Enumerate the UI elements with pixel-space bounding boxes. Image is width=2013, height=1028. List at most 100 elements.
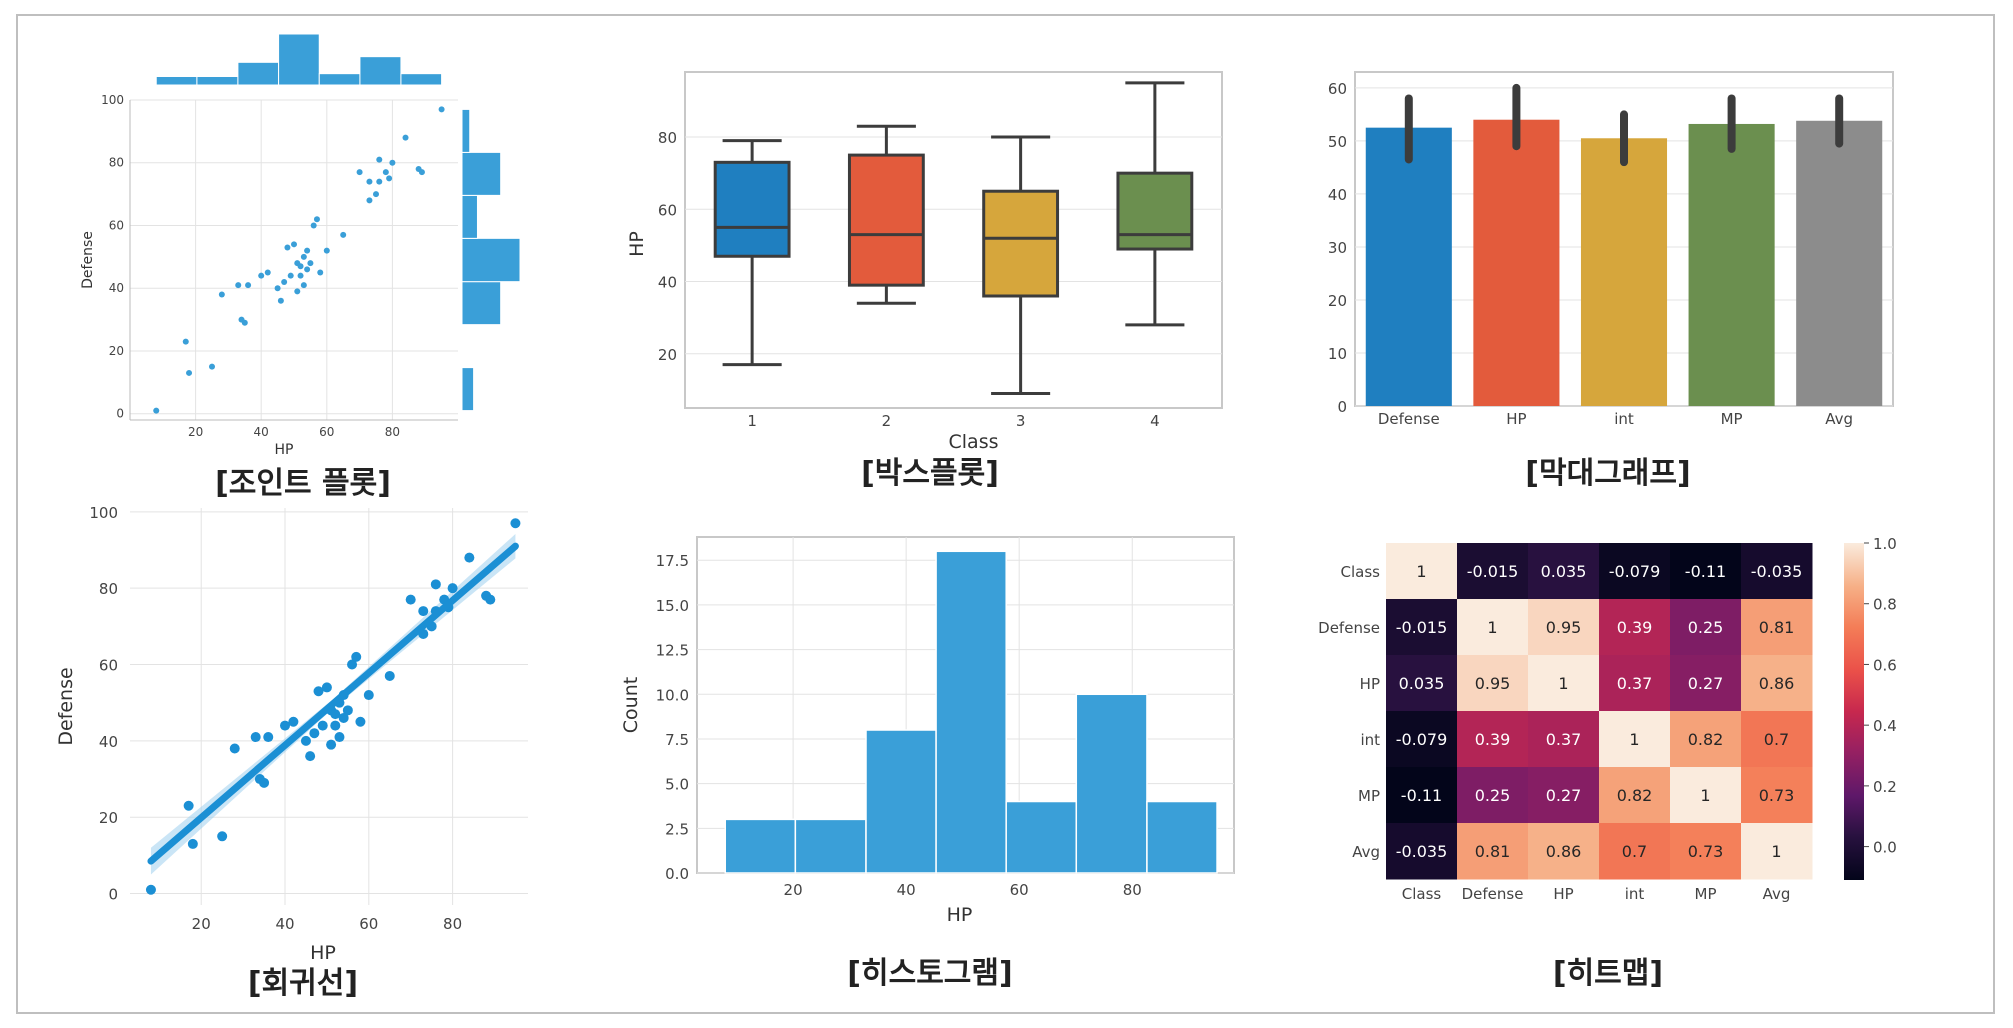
- reg-point: [145, 884, 156, 895]
- bar-ytick-label: 20: [1328, 292, 1347, 310]
- reg-point: [313, 686, 324, 697]
- joint-marginal-x-bar: [196, 76, 239, 86]
- colorbar-tick-label: 0.6: [1873, 656, 1897, 674]
- joint-point: [153, 407, 160, 414]
- bar-defense: [1365, 127, 1452, 407]
- reg-ylabel: Defense: [55, 667, 77, 745]
- hist-bar: [865, 729, 937, 874]
- hist-ytick-label: 0.0: [665, 865, 689, 883]
- hist-xtick-label: 40: [897, 881, 916, 899]
- reg-point: [485, 594, 496, 605]
- reg-point: [250, 732, 261, 743]
- reg-point: [217, 831, 228, 842]
- joint-ytick-label: 60: [109, 218, 124, 232]
- bar-ytick-label: 30: [1328, 239, 1347, 257]
- heatmap-col-label: MP: [1695, 885, 1717, 903]
- reg-point: [510, 518, 521, 529]
- colorbar: [1844, 543, 1864, 880]
- hist-ylabel: Count: [620, 677, 642, 733]
- joint-marginal-y-bar: [461, 194, 478, 239]
- reg-point: [334, 732, 345, 743]
- reg-ytick-label: 100: [89, 504, 118, 522]
- joint-point: [366, 197, 373, 204]
- caption-bar: [막대그래프]: [1525, 456, 1690, 491]
- heatmap-cell-label: 0.95: [1475, 674, 1511, 693]
- heatmap-cell: [1670, 655, 1742, 712]
- hist-ytick-label: 2.5: [665, 820, 689, 838]
- joint-marginal-y-bar: [461, 151, 502, 196]
- box-xtick-label: 1: [747, 412, 757, 430]
- heatmap-cell: [1457, 711, 1529, 768]
- joint-marginal-x-bar: [155, 76, 198, 86]
- hist-xtick-label: 60: [1010, 881, 1029, 899]
- caption-heat: [히트맵]: [1553, 956, 1663, 991]
- heatmap-cell: [1670, 599, 1742, 656]
- heatmap-row-label: Avg: [1352, 843, 1380, 861]
- caption-reg: [회귀선]: [248, 966, 358, 1001]
- heatmap-cell: [1741, 655, 1813, 712]
- heatmap-cell: [1741, 767, 1813, 824]
- joint-point: [264, 269, 271, 276]
- reg-xtick-label: 80: [443, 915, 462, 933]
- bar-ytick-label: 10: [1328, 345, 1347, 363]
- heatmap-col-label: Avg: [1763, 885, 1791, 903]
- hist-bar: [1005, 800, 1078, 874]
- joint-xtick-label: 60: [319, 425, 334, 439]
- reg-point: [384, 670, 395, 681]
- reg-ytick-label: 60: [99, 657, 118, 675]
- joint-point: [373, 191, 379, 198]
- reg-xlabel: HP: [310, 942, 336, 964]
- reg-point: [229, 743, 240, 754]
- heatmap-cell: [1457, 655, 1529, 712]
- heatmap-cell-label: 0.95: [1546, 618, 1582, 637]
- heatmap-cell-label: 0.73: [1759, 786, 1795, 805]
- histogram: 20 40 60 80 0.0 2.5 5.0 7.5 10.0 12.5 15.0 17.5 HP Co…: [620, 536, 1235, 926]
- bar-ytick-label: 60: [1328, 80, 1347, 98]
- bar-graph: 0 10 20 30 40 50 60 Defense HP int MP Avg: [1328, 71, 1894, 428]
- joint-marginal-y-bar: [461, 367, 475, 412]
- colorbar-tick-label: 0.8: [1873, 596, 1897, 614]
- box-xtick-label: 4: [1150, 412, 1160, 430]
- box-body: [847, 153, 925, 287]
- heatmap-cell: [1599, 655, 1671, 712]
- heatmap-row-label: Defense: [1318, 619, 1380, 637]
- joint-ytick-label: 100: [101, 93, 124, 107]
- heatmap-cell-label: 1: [1558, 674, 1568, 693]
- regression-plot: 20 40 60 80 0 20 40 60 80 100 HP Defense: [55, 504, 528, 964]
- reg-ytick-label: 0: [108, 886, 118, 904]
- joint-point: [317, 269, 324, 276]
- reg-line: [147, 542, 519, 865]
- joint-point: [297, 263, 304, 270]
- colorbar-tick-label: 0.4: [1873, 717, 1897, 735]
- heatmap-cell-label: 0.37: [1617, 674, 1653, 693]
- heatmap-cell: [1457, 543, 1529, 600]
- joint-xlabel: HP: [275, 442, 294, 458]
- heatmap-cell-label: 1: [1487, 618, 1497, 637]
- reg-point: [187, 838, 198, 849]
- joint-xtick-label: 20: [188, 425, 203, 439]
- heatmap-cell: [1528, 599, 1600, 656]
- bar-ytick-label: 0: [1337, 398, 1347, 416]
- reg-point: [464, 552, 475, 563]
- caption-joint: [조인트 플롯]: [215, 466, 391, 501]
- box-xtick-label: 2: [882, 412, 892, 430]
- joint-point: [294, 288, 301, 295]
- hist-ytick-label: 10.0: [656, 686, 689, 704]
- heatmap-cell: [1670, 543, 1742, 600]
- bar-mp: [1688, 123, 1775, 406]
- heatmap-cell: [1528, 655, 1600, 712]
- joint-point: [386, 175, 393, 182]
- heatmap-cell: [1599, 543, 1671, 600]
- joint-point: [300, 253, 307, 260]
- hist-xlabel: HP: [947, 904, 973, 926]
- heatmap-cell-label: 1: [1629, 730, 1639, 749]
- joint-point: [402, 134, 409, 141]
- hist-bar: [1146, 800, 1218, 874]
- reg-point: [305, 751, 316, 762]
- joint-point: [284, 244, 291, 251]
- heatmap-cell: [1599, 599, 1671, 656]
- joint-plot-area: [130, 100, 458, 420]
- heatmap-cell-label: -0.015: [1467, 562, 1519, 581]
- joint-point: [323, 247, 330, 254]
- box-body: [1116, 171, 1194, 251]
